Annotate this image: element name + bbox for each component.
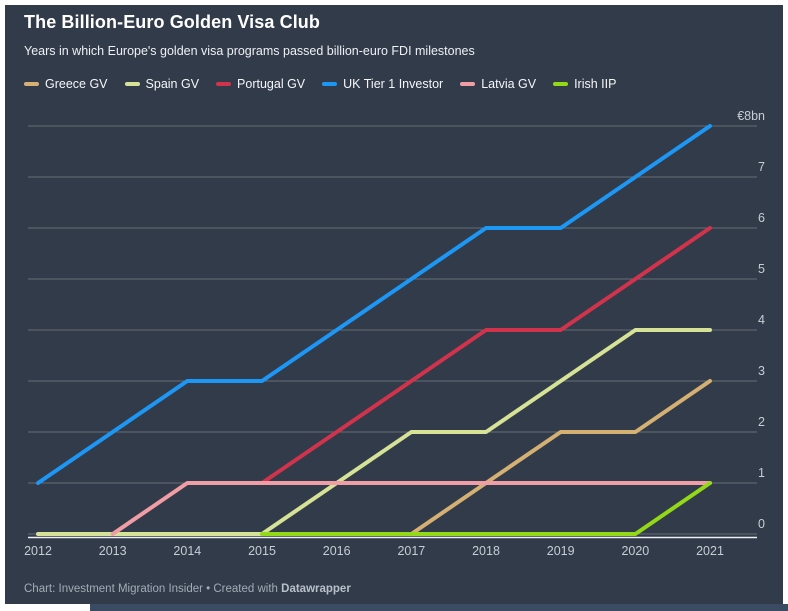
legend-label: Portugal GV: [237, 77, 306, 91]
y-tick-label-7: 7: [758, 160, 765, 174]
y-tick-label-8: €8bn: [737, 109, 765, 123]
legend-swatch-uk-tier-1-investor: [322, 82, 338, 86]
x-tick-label-2018: 2018: [472, 544, 500, 558]
x-tick-label-2013: 2013: [99, 544, 127, 558]
credit-text: Chart: Investment Migration Insider • Cr…: [24, 583, 282, 595]
line-portugal-gv: [260, 226, 712, 485]
y-tick-label-6: 6: [758, 211, 765, 225]
line-spain-gv: [36, 328, 712, 536]
legend-swatch-latvia-gv: [460, 82, 476, 86]
legend-item-spain-gv: Spain GV: [124, 77, 200, 91]
x-tick-label-2015: 2015: [248, 544, 276, 558]
x-tick-label-2012: 2012: [24, 544, 52, 558]
line-latvia-gv: [110, 481, 712, 536]
legend-label: UK Tier 1 Investor: [343, 77, 444, 91]
bottom-strip: [90, 604, 788, 611]
x-tick-label-2017: 2017: [397, 544, 425, 558]
x-tick-label-2020: 2020: [621, 544, 649, 558]
y-tick-label-3: 3: [758, 364, 765, 378]
chart-credit: Chart: Investment Migration Insider • Cr…: [24, 583, 351, 595]
datawrapper-credit-link[interactable]: Datawrapper: [281, 583, 351, 595]
x-tick-label-2021: 2021: [696, 544, 724, 558]
legend-swatch-irish-iip: [553, 82, 569, 86]
x-tick-label-2016: 2016: [323, 544, 351, 558]
legend-item-greece-gv: Greece GV: [24, 77, 108, 91]
legend-item-irish-iip: Irish IIP: [553, 77, 616, 91]
legend-label: Greece GV: [45, 77, 108, 91]
chart-subtitle: Years in which Europe's golden visa prog…: [24, 44, 475, 58]
legend-swatch-portugal-gv: [216, 82, 232, 86]
y-tick-label-1: 1: [758, 466, 765, 480]
legend-swatch-spain-gv: [124, 82, 140, 86]
legend-item-uk-tier-1-investor: UK Tier 1 Investor: [322, 77, 443, 91]
y-tick-label-5: 5: [758, 262, 765, 276]
legend-swatch-greece-gv: [24, 82, 39, 86]
page-title: The Billion-Euro Golden Visa Club: [24, 12, 320, 32]
line-chart-plot: €8bn 7 6 5 4 3 2 1 0 2012 2013 2014 2015 2016 2017 2018…: [24, 109, 765, 558]
chart-legend: Greece GV Spain GV Portugal GV UK Tier 1 In…: [24, 77, 616, 91]
y-tick-label-2: 2: [758, 415, 765, 429]
legend-label: Latvia GV: [481, 77, 537, 91]
x-tick-label-2019: 2019: [547, 544, 575, 558]
line-irish-iip: [260, 481, 712, 536]
legend-item-portugal-gv: Portugal GV: [216, 77, 305, 91]
legend-label: Irish IIP: [574, 77, 617, 91]
line-uk-tier-1-investor: [36, 124, 712, 485]
line-greece-gv: [409, 379, 712, 536]
legend-item-latvia-gv: Latvia GV: [460, 77, 536, 91]
x-tick-label-2014: 2014: [173, 544, 201, 558]
legend-label: Spain GV: [145, 77, 200, 91]
y-tick-label-0: 0: [758, 517, 765, 531]
chart-card: The Billion-Euro Golden Visa Club Years …: [5, 5, 783, 604]
y-tick-label-4: 4: [758, 313, 765, 327]
